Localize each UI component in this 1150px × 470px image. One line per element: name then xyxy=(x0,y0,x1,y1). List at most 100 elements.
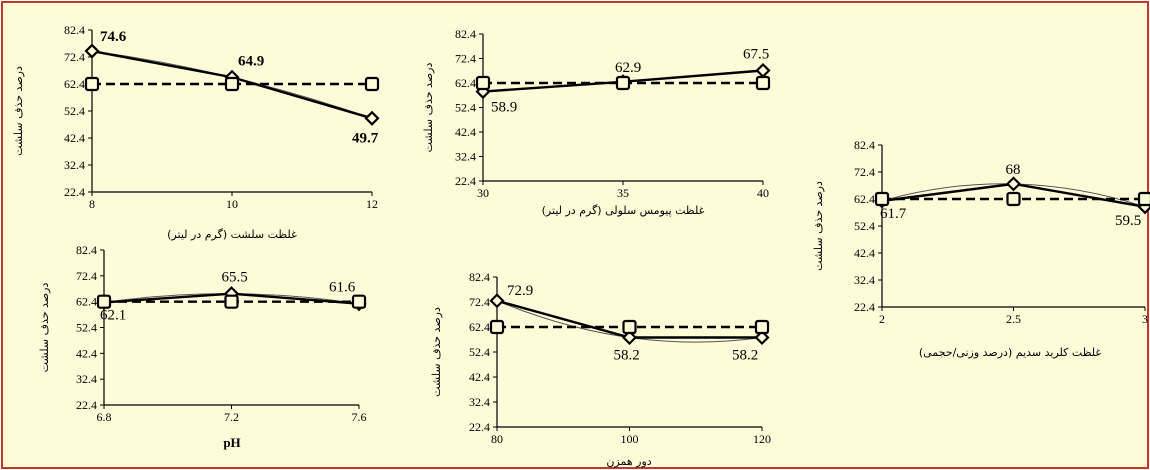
square-marker xyxy=(874,191,890,207)
data-label: 74.6 xyxy=(100,29,127,45)
y-tick-label: 72.4 xyxy=(455,52,476,66)
y-tick-label: 52.4 xyxy=(455,101,476,115)
y-tick-label: 82.4 xyxy=(854,138,875,152)
x-axis-label: دور همزن xyxy=(606,455,651,468)
square-marker xyxy=(84,76,100,92)
y-tick-label: 32.4 xyxy=(469,395,490,409)
x-tick-label: 8 xyxy=(89,197,95,211)
data-label: 62.9 xyxy=(615,60,641,76)
x-tick-label: 7.6 xyxy=(352,410,367,424)
y-tick-label: 62.4 xyxy=(455,76,476,90)
y-tick-label: 32.4 xyxy=(76,372,97,386)
y-tick-label: 72.4 xyxy=(854,165,875,179)
x-tick-label: 30 xyxy=(477,186,489,200)
diamond-marker xyxy=(1005,176,1022,192)
y-tick-label: 32.4 xyxy=(854,273,875,287)
x-tick-label: 3 xyxy=(1142,312,1148,326)
y-tick-label: 22.4 xyxy=(469,420,490,434)
data-label: 62.1 xyxy=(100,307,126,323)
data-label: 64.9 xyxy=(238,53,264,69)
x-tick-label: 35 xyxy=(617,186,629,200)
y-axis-label: درصد حذف سلشت xyxy=(422,63,435,153)
data-label: 65.5 xyxy=(222,270,248,286)
data-label: 59.5 xyxy=(1115,213,1141,229)
y-tick-label: 52.4 xyxy=(64,104,85,118)
y-tick-label: 72.4 xyxy=(469,295,490,309)
x-tick-label: 2 xyxy=(879,312,885,326)
x-tick-label: 80 xyxy=(491,432,503,446)
y-tick-label: 42.4 xyxy=(854,246,875,260)
diamond-marker xyxy=(489,293,505,309)
square-marker xyxy=(475,75,491,91)
y-tick-label: 42.4 xyxy=(455,125,476,139)
x-axis-label: غلظت پیومس سلولی (گرم در لیتر) xyxy=(542,204,705,217)
x-tick-label: 120 xyxy=(753,432,771,446)
y-tick-label: 42.4 xyxy=(469,370,490,384)
y-tick-label: 52.4 xyxy=(469,345,490,359)
y-tick-label: 72.4 xyxy=(64,50,85,64)
data-label: 61.7 xyxy=(880,206,907,222)
y-tick-label: 62.4 xyxy=(76,295,97,309)
data-label: 58.2 xyxy=(614,348,640,364)
square-marker xyxy=(622,319,637,335)
square-marker xyxy=(364,76,380,92)
y-tick-label: 72.4 xyxy=(76,269,97,283)
chart-panel-3: 22.4 32.4 42.4 52.4 62.4 72.4 82.4 2 2.5 3 غلظت کل… xyxy=(812,138,1150,359)
x-tick-label: 12 xyxy=(366,197,378,211)
square-marker xyxy=(224,76,240,92)
y-tick-label: 82.4 xyxy=(469,270,490,284)
x-tick-label: 100 xyxy=(621,432,639,446)
y-tick-label: 42.4 xyxy=(64,131,85,145)
square-marker xyxy=(489,319,505,335)
x-tick-label: 10 xyxy=(226,197,238,211)
diamond-marker xyxy=(84,43,100,59)
x-tick-label: 2.5 xyxy=(1006,312,1021,326)
chart-panel-4: 22.4 32.4 42.4 52.4 62.4 72.4 82.4 6.8 7.2 7.6 pH د… xyxy=(38,243,367,450)
square-marker xyxy=(96,294,112,309)
diamond-marker xyxy=(754,329,770,346)
y-tick-label: 32.4 xyxy=(455,150,476,164)
y-tick-label: 52.4 xyxy=(76,321,97,335)
y-tick-label: 22.4 xyxy=(854,300,875,314)
y-axis-label: درصد حذف سلشت xyxy=(12,66,25,156)
y-tick-label: 32.4 xyxy=(64,158,85,172)
data-label: 49.7 xyxy=(352,130,379,146)
data-label: 72.9 xyxy=(507,283,533,299)
square-marker xyxy=(1137,191,1150,207)
chart-panel-2: 22.4 32.4 42.4 52.4 62.4 72.4 82.4 30 35 40 غلظت پ… xyxy=(422,27,771,217)
y-tick-label: 82.4 xyxy=(64,23,85,37)
y-tick-label: 52.4 xyxy=(854,219,875,233)
y-axis-label: درصد حذف سلشت xyxy=(812,181,825,271)
x-axis-label: pH xyxy=(223,435,240,450)
y-tick-label: 62.4 xyxy=(64,77,85,91)
x-tick-label: 6.8 xyxy=(97,410,112,424)
y-tick-label: 62.4 xyxy=(854,192,875,206)
data-label: 68 xyxy=(1006,162,1021,178)
data-label: 58.2 xyxy=(732,348,758,364)
data-label: 61.6 xyxy=(329,280,356,296)
data-label: 67.5 xyxy=(743,47,769,63)
y-tick-label: 22.4 xyxy=(76,398,97,412)
x-axis-label: غلظت کلرید سدیم (درصد وزنی/حجمی) xyxy=(919,346,1102,359)
y-axis-label: درصد حذف سلشت xyxy=(38,283,51,373)
square-marker xyxy=(1006,191,1021,207)
data-label: 58.9 xyxy=(491,100,517,116)
x-axis-label: غلظت سلشت (گرم در لیتر) xyxy=(167,228,297,241)
chart-panel-5: 22.4 32.4 42.4 52.4 62.4 72.4 82.4 80 100 120 دور … xyxy=(430,270,771,468)
y-tick-label: 22.4 xyxy=(455,174,476,188)
square-marker xyxy=(755,75,771,91)
diamond-marker xyxy=(621,329,638,346)
y-axis-label: درصد حذف سلشت xyxy=(430,307,443,397)
square-marker xyxy=(754,319,770,335)
square-marker xyxy=(351,294,367,309)
chart-panel-1: 22.4 32.4 42.4 52.4 62.4 72.4 82.4 8 10 12 غلظت سل… xyxy=(12,23,380,241)
x-tick-label: 40 xyxy=(757,186,769,200)
y-tick-label: 22.4 xyxy=(64,185,85,199)
y-tick-label: 82.4 xyxy=(455,27,476,41)
y-tick-label: 62.4 xyxy=(469,320,490,334)
diamond-marker xyxy=(364,110,380,126)
x-tick-label: 7.2 xyxy=(224,410,239,424)
square-marker xyxy=(224,294,239,309)
